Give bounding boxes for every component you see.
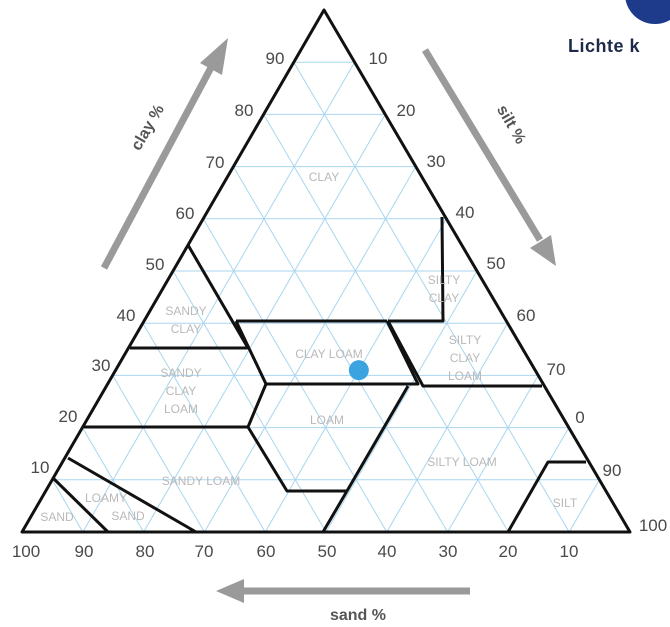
region-label-silt: SILT [553, 496, 578, 510]
region-label-silty-clay-loam: SILTY [449, 333, 481, 347]
grid-line-sand [51, 479, 84, 533]
silt-axis-ticks: 10 20 30 40 50 60 70 0 90 100 [369, 49, 668, 535]
texture-boundary-line [345, 385, 410, 492]
region-label-sandy-clay-loam: SANDY [160, 366, 201, 380]
clay-tick: 70 [206, 153, 225, 172]
clay-tick: 50 [146, 255, 165, 274]
silt-tick: 100 [639, 516, 667, 535]
region-label-clay: CLAY [309, 170, 339, 184]
triangle-outline [20, 8, 632, 534]
clay-tick: 10 [31, 458, 50, 477]
region-label-sandy-clay-loam: CLAY [166, 384, 196, 398]
texture-boundary-line [234, 320, 420, 386]
clay-axis-title: clay % [128, 102, 168, 154]
texture-boundary-line [67, 456, 197, 534]
silt-tick: 20 [397, 101, 416, 120]
region-label-sandy-loam: SANDY LOAM [162, 474, 240, 488]
sand-tick: 30 [439, 542, 458, 561]
clay-tick: 20 [59, 407, 78, 426]
grid-line-silt [568, 479, 600, 533]
sand-tick: 80 [136, 542, 155, 561]
clay-tick: 60 [176, 204, 195, 223]
texture-boundary-line [52, 477, 110, 534]
sand-axis-title: sand % [330, 607, 386, 624]
silt-tick: 90 [603, 461, 622, 480]
sand-tick: 60 [257, 542, 276, 561]
texture-boundary-line [321, 490, 349, 533]
region-label-sand: SAND [40, 510, 74, 524]
grid-line-sand [81, 427, 145, 533]
clay-axis-ticks: 10 20 30 40 50 60 70 80 90 [31, 49, 285, 477]
silt-axis-title: silt % [493, 102, 529, 147]
clay-tick: 90 [266, 49, 285, 68]
grid-line-sand [172, 270, 327, 533]
sand-tick: 100 [12, 542, 40, 561]
sand-tick: 10 [560, 542, 579, 561]
header-badge [625, 0, 670, 24]
silt-tick: 0 [575, 408, 584, 427]
sand-axis-arrow [216, 579, 470, 603]
sand-axis-ticks: 100 90 80 70 60 50 40 30 20 10 [12, 542, 579, 561]
region-labels: CLAY SILTY CLAY SANDY CLAY CLAY LOAM SIL… [40, 170, 578, 524]
grid-line-silt [386, 322, 509, 533]
sand-tick: 40 [378, 542, 397, 561]
sand-tick: 50 [318, 542, 337, 561]
grid-line-silt [447, 374, 539, 533]
sample-point-marker [348, 360, 369, 381]
texture-boundary-line [506, 460, 586, 533]
region-label-silty-clay: SILTY [428, 273, 460, 287]
silt-tick: 60 [517, 306, 536, 325]
region-label-loam: LOAM [310, 413, 344, 427]
silt-tick: 10 [369, 49, 388, 68]
texture-boundary-line [246, 383, 347, 493]
region-label-silty-clay-loam: CLAY [450, 351, 480, 365]
sand-tick: 20 [499, 542, 518, 561]
region-label-sandy-clay: SANDY [165, 304, 206, 318]
silt-tick: 40 [456, 203, 475, 222]
clay-tick: 80 [235, 101, 254, 120]
silt-axis-arrow [422, 48, 556, 266]
clay-tick: 40 [117, 306, 136, 325]
texture-boundaries [52, 216, 586, 534]
grid-line-sand [232, 166, 449, 533]
silt-tick: 70 [547, 360, 566, 379]
region-label-loamy-sand: LOAMY [85, 491, 127, 505]
clay-axis-arrow [100, 38, 228, 270]
region-label-sandy-clay: CLAY [171, 322, 201, 336]
silt-tick: 30 [427, 152, 446, 171]
region-label-loamy-sand: SAND [111, 509, 145, 523]
silt-tick: 50 [487, 254, 506, 273]
sand-tick: 90 [75, 542, 94, 561]
grid-line-sand [293, 61, 570, 533]
header-text: Lichte k [568, 36, 641, 56]
region-label-silty-clay-loam: LOAM [448, 369, 482, 383]
clay-tick: 30 [92, 356, 111, 375]
texture-boundary-line [386, 320, 542, 388]
region-label-sandy-clay-loam: LOAM [164, 402, 198, 416]
region-label-clay-loam: CLAY LOAM [295, 347, 363, 361]
grid-line-silt [325, 270, 478, 533]
grid-line-sand [112, 374, 205, 533]
sand-tick: 70 [195, 542, 214, 561]
region-label-silty-loam: SILTY LOAM [427, 455, 497, 469]
region-label-silty-clay: CLAY [429, 291, 459, 305]
texture-boundary-line [388, 216, 445, 323]
grid-line-silt [203, 166, 417, 533]
